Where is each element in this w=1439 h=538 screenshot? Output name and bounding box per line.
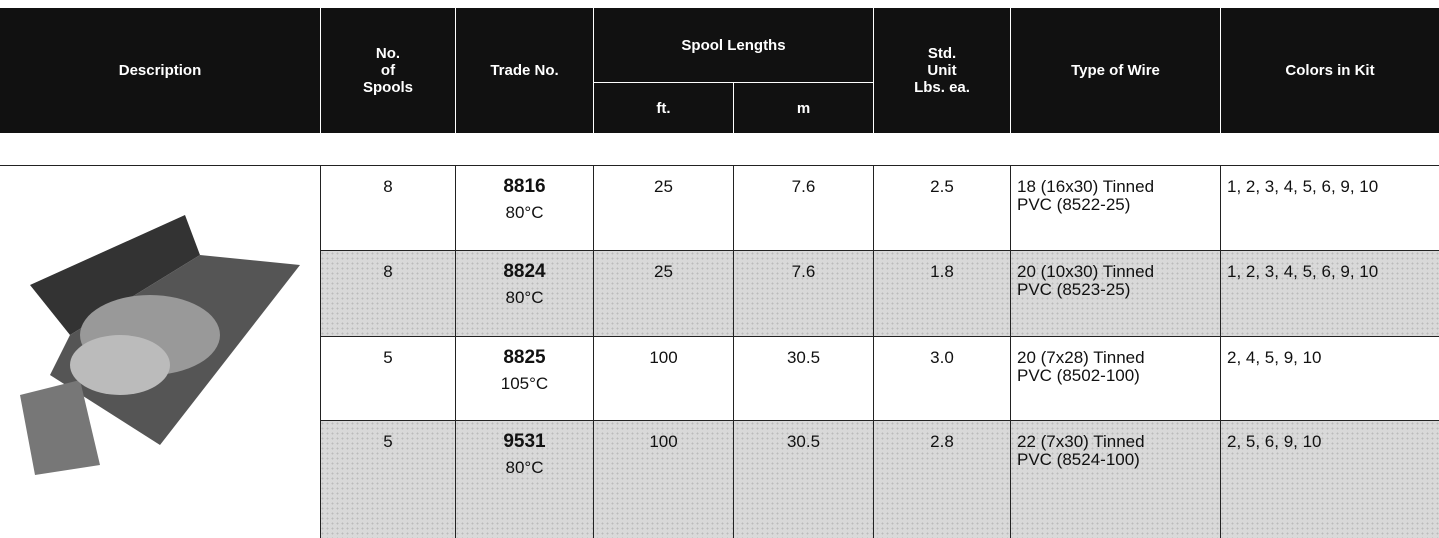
wire-line: PVC (8523-25)	[1017, 281, 1220, 299]
cell-text: 8	[383, 177, 392, 196]
table-cell: 8825 105°C	[455, 337, 593, 420]
cell-text: 1, 2, 3, 4, 5, 6, 9, 10	[1227, 262, 1378, 281]
cell-text: 100	[649, 432, 677, 451]
header-text: of	[381, 62, 395, 79]
table-cell: 8824 80°C	[455, 251, 593, 336]
header-text: Description	[119, 62, 202, 79]
cell-text: 5	[383, 348, 392, 367]
header-text: Trade No.	[490, 62, 558, 79]
cell-text: 2.5	[930, 177, 954, 196]
table-cell: 30.5	[733, 421, 873, 538]
page: Description No. of Spools Trade No. Spoo…	[0, 0, 1439, 538]
table-cell: 1.8	[873, 251, 1010, 336]
table-cell: 5	[320, 421, 455, 538]
header-cell: Std. Unit Lbs. ea.	[873, 8, 1010, 133]
table-cell: 100	[593, 421, 733, 538]
trade-number: 8816	[503, 176, 545, 197]
header-cell: Spool Lengths	[593, 8, 873, 83]
cell-text: 7.6	[792, 262, 816, 281]
cell-text: 30.5	[787, 348, 820, 367]
wire-line: PVC (8502-100)	[1017, 367, 1220, 385]
trade-number: 8825	[503, 347, 545, 368]
cell-text: 100	[649, 348, 677, 367]
header-cell: Description	[0, 8, 320, 133]
header-cell: No. of Spools	[320, 8, 455, 133]
table-cell: 1, 2, 3, 4, 5, 6, 9, 10	[1220, 166, 1439, 250]
header-text: Type of Wire	[1071, 62, 1160, 79]
temperature: 80°C	[456, 204, 593, 222]
cell-text: 2, 4, 5, 9, 10	[1227, 348, 1322, 367]
divider	[0, 165, 320, 166]
header-text: Colors in Kit	[1285, 62, 1374, 79]
table-cell: 25	[593, 166, 733, 250]
header-text: Spool Lengths	[681, 37, 785, 54]
wire-line: 18 (16x30) Tinned	[1017, 178, 1220, 196]
table-cell: 2, 5, 6, 9, 10	[1220, 421, 1439, 538]
table-cell: 7.6	[733, 251, 873, 336]
trade-number: 9531	[503, 431, 545, 452]
table-cell: 2.8	[873, 421, 1010, 538]
table-cell: 8816 80°C	[455, 166, 593, 250]
header-text: m	[797, 100, 810, 117]
table-cell: 1, 2, 3, 4, 5, 6, 9, 10	[1220, 251, 1439, 336]
temperature: 105°C	[456, 375, 593, 393]
wire-line: PVC (8522-25)	[1017, 196, 1220, 214]
header-cell: Trade No.	[455, 8, 593, 133]
cell-text: 1, 2, 3, 4, 5, 6, 9, 10	[1227, 177, 1378, 196]
table-cell: 7.6	[733, 166, 873, 250]
cell-text: 8	[383, 262, 392, 281]
cell-text: 30.5	[787, 432, 820, 451]
cell-text: 1.8	[930, 262, 954, 281]
table-cell: 8	[320, 166, 455, 250]
table-cell: 25	[593, 251, 733, 336]
header-text: Unit	[927, 62, 956, 79]
cell-text: 3.0	[930, 348, 954, 367]
wire-line: 20 (7x28) Tinned	[1017, 349, 1220, 367]
wire-line: 20 (10x30) Tinned	[1017, 263, 1220, 281]
header-cell: ft.	[593, 83, 733, 133]
wire-line: 22 (7x30) Tinned	[1017, 433, 1220, 451]
trade-number: 8824	[503, 261, 545, 282]
table-cell: 2.5	[873, 166, 1010, 250]
table-cell: 2, 4, 5, 9, 10	[1220, 337, 1439, 420]
cell-text: 2.8	[930, 432, 954, 451]
header-text: Std.	[928, 45, 956, 62]
cell-text: 2, 5, 6, 9, 10	[1227, 432, 1322, 451]
product-photo	[10, 195, 310, 495]
header-cell: m	[733, 83, 873, 133]
header-text: Spools	[363, 79, 413, 96]
cell-text: 7.6	[792, 177, 816, 196]
table-cell: 100	[593, 337, 733, 420]
temperature: 80°C	[456, 459, 593, 477]
cell-text: 5	[383, 432, 392, 451]
temperature: 80°C	[456, 289, 593, 307]
table-cell: 3.0	[873, 337, 1010, 420]
cell-text: 25	[654, 177, 673, 196]
table-cell: 8	[320, 251, 455, 336]
header-text: No.	[376, 45, 400, 62]
header-text: Lbs. ea.	[914, 79, 970, 96]
wire-line: PVC (8524-100)	[1017, 451, 1220, 469]
table-cell: 30.5	[733, 337, 873, 420]
table-cell: 5	[320, 337, 455, 420]
table-cell: 9531 80°C	[455, 421, 593, 538]
cell-text: 25	[654, 262, 673, 281]
header-text: ft.	[656, 100, 670, 117]
header-cell: Colors in Kit	[1220, 8, 1439, 133]
header-cell: Type of Wire	[1010, 8, 1220, 133]
